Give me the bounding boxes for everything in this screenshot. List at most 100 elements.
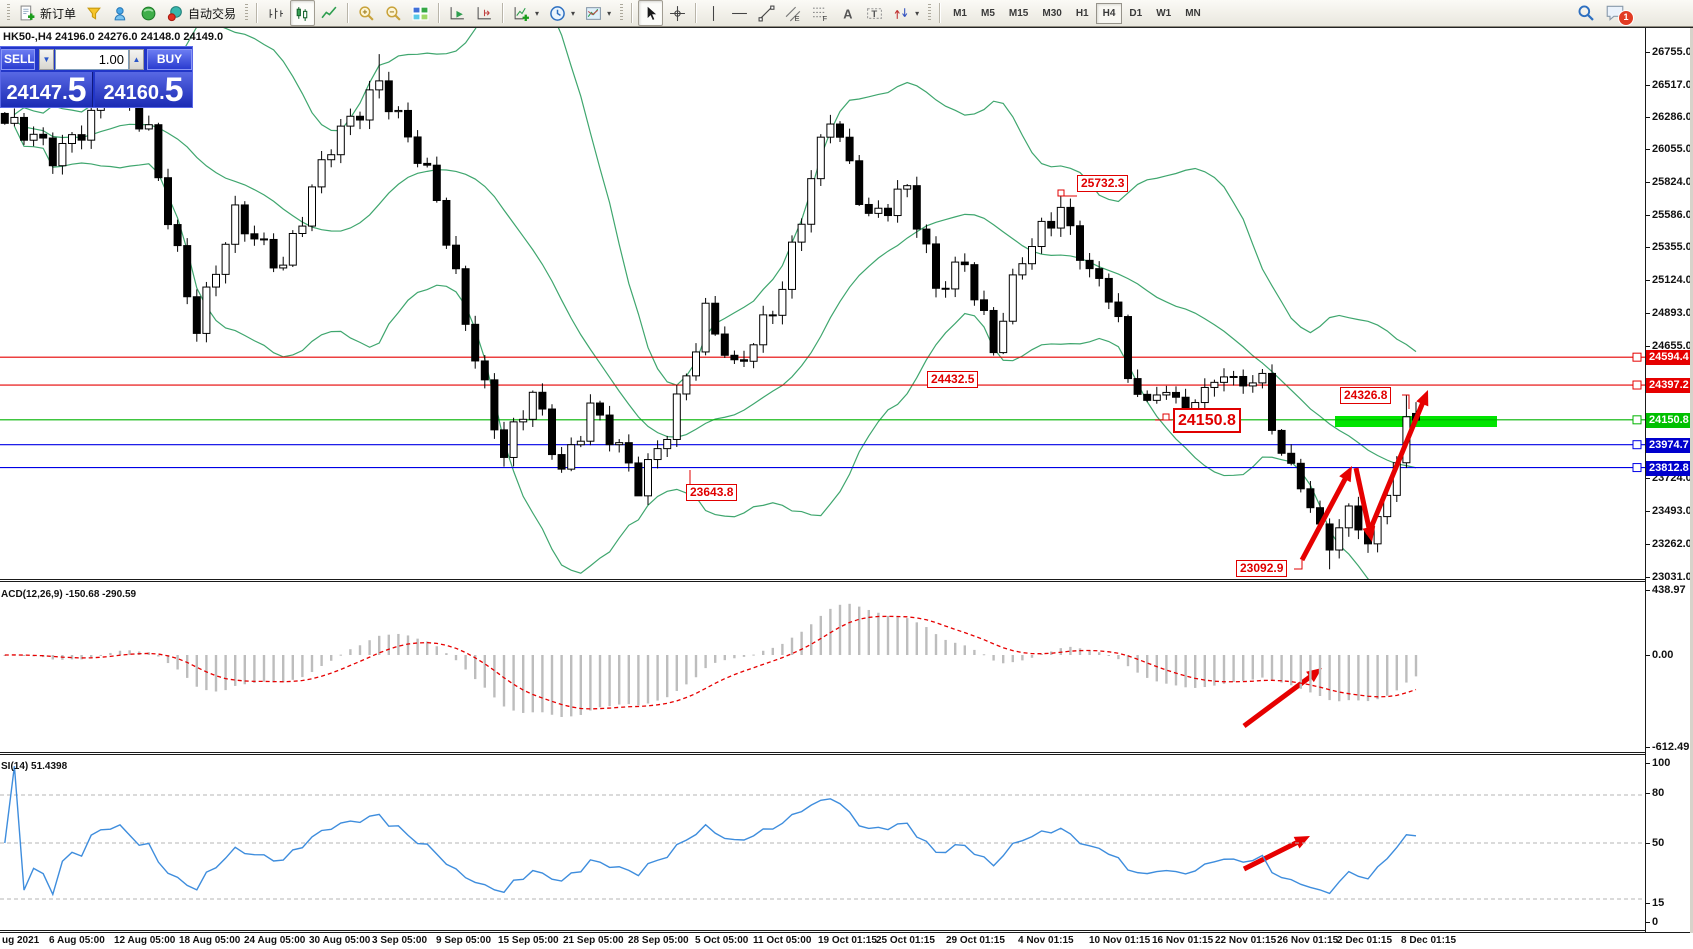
auto-trading-button[interactable]: 自动交易 [163, 0, 240, 26]
search-button[interactable] [1573, 0, 1599, 26]
rsi-panel[interactable] [0, 756, 1645, 930]
buy-button[interactable]: BUY [147, 49, 192, 70]
trend-arrow[interactable] [1365, 397, 1427, 536]
price-annotation[interactable]: 23092.9 [1236, 560, 1288, 577]
vertical-line-button[interactable] [702, 0, 725, 26]
annotation-anchor[interactable] [1057, 189, 1065, 197]
macd-histogram-bar [474, 655, 477, 680]
price-annotation[interactable]: 24326.8 [1340, 387, 1392, 404]
toolbar-grip[interactable] [245, 4, 249, 22]
macd-histogram-bar [973, 649, 976, 655]
arrows-button[interactable]: ▾ [889, 0, 923, 26]
toolbar-separator [502, 3, 505, 23]
candle-body [980, 299, 988, 311]
price-annotation[interactable]: 25732.3 [1077, 175, 1129, 192]
toolbar-grip[interactable] [620, 4, 624, 22]
fibonacci-button[interactable]: F [808, 0, 833, 26]
trendline-button[interactable] [754, 0, 779, 26]
zoom-in-button[interactable] [354, 0, 379, 26]
trend-arrow[interactable] [1353, 467, 1373, 534]
toolbar: 新订单 自动交易 ▾ ▾ ▾ E F A T ▾ [0, 0, 1693, 27]
timeframe-m1[interactable]: M1 [953, 7, 967, 19]
timeframe-mn[interactable]: MN [1185, 7, 1201, 19]
timeframe-m15[interactable]: M15 [1008, 7, 1029, 19]
tile-windows-button[interactable] [408, 0, 433, 26]
candlestick-chart-button[interactable] [290, 0, 316, 26]
macd-histogram-bar [1222, 655, 1226, 684]
zoom-out-button[interactable] [381, 0, 406, 26]
chart-shift-button[interactable] [472, 0, 497, 26]
candle-body [1344, 505, 1353, 529]
macd-panel[interactable] [0, 583, 1645, 752]
timeframe-w1[interactable]: W1 [1156, 7, 1172, 19]
template-button[interactable]: ▾ [581, 0, 615, 26]
crosshair-button[interactable] [665, 0, 690, 26]
price-annotation[interactable]: 23643.8 [686, 484, 738, 501]
add-indicator-button[interactable]: ▾ [509, 0, 543, 26]
signals-icon [140, 5, 157, 22]
signals-button[interactable] [136, 0, 161, 26]
macd-histogram-bar [1069, 646, 1072, 655]
toolbar-grip[interactable] [928, 4, 932, 22]
sell-price-button[interactable]: 24147. 5 [1, 72, 93, 107]
candle-body [1152, 394, 1161, 401]
timeframe-d1[interactable]: D1 [1129, 7, 1143, 19]
new-order-button[interactable]: 新订单 [15, 0, 80, 26]
tile-windows-icon [412, 5, 429, 22]
volume-down-button[interactable]: ▼ [39, 49, 54, 70]
sell-button[interactable]: SELL [1, 49, 35, 70]
line-endpoint-marker[interactable] [1632, 352, 1642, 362]
trend-arrow-head[interactable] [1293, 836, 1310, 849]
trend-arrow[interactable] [1299, 472, 1350, 562]
auto-scroll-button[interactable] [445, 0, 470, 26]
trend-arrow-head[interactable] [1339, 466, 1352, 483]
sell-price: 24147 [6, 82, 63, 104]
candle-body [39, 133, 48, 139]
svg-text:A: A [843, 6, 852, 21]
line-endpoint-marker[interactable] [1632, 415, 1642, 425]
candle-body [692, 351, 700, 377]
timeframe-h1[interactable]: H1 [1075, 7, 1089, 19]
volume-up-button[interactable]: ▲ [129, 49, 144, 70]
zoom-out-icon [385, 5, 402, 22]
annotation-anchor[interactable] [1162, 413, 1170, 421]
buy-price-button[interactable]: 24160. 5 [95, 72, 192, 107]
community-button[interactable] [109, 0, 134, 26]
price-tag: 23812.8 [1646, 461, 1691, 476]
styler-icon [86, 5, 103, 22]
bar-chart-button[interactable] [263, 0, 288, 26]
toolbar-grip[interactable] [7, 4, 10, 22]
chat-button[interactable]: 1 [1601, 0, 1634, 26]
candle-body [77, 134, 86, 141]
panel-separator[interactable] [0, 579, 1645, 582]
timeframe-h4[interactable]: H4 [1095, 2, 1123, 24]
volume-input[interactable] [55, 49, 129, 70]
cursor-button[interactable] [638, 0, 664, 26]
price-axis[interactable]: 26755.0 26517.0 26286.0 26055.0 25824.0 25586… [1645, 28, 1692, 932]
macd-histogram-bar [70, 655, 74, 660]
horizontal-line-button[interactable] [727, 0, 752, 26]
line-endpoint-marker[interactable] [1632, 380, 1642, 390]
text-button[interactable]: A [835, 0, 860, 26]
period-button[interactable]: ▾ [545, 0, 579, 26]
trend-arrow[interactable] [1242, 837, 1304, 872]
line-endpoint-marker[interactable] [1632, 440, 1642, 450]
timeframe-m5[interactable]: M5 [981, 7, 995, 19]
main-chart-canvas[interactable] [0, 28, 1645, 579]
price-annotation[interactable]: 24150.8 [1173, 408, 1241, 433]
macd-histogram-bar [838, 604, 842, 655]
trend-arrow[interactable] [1242, 671, 1317, 729]
price-axis-tick: 25586.0 [1646, 209, 1692, 221]
time-axis[interactable]: ug 2021 6 Aug 05:00 12 Aug 05:00 18 Aug 05:… [0, 933, 1693, 949]
macd-histogram-bar [685, 655, 688, 685]
styler-button[interactable] [82, 0, 107, 26]
svg-text:T: T [871, 9, 877, 20]
line-endpoint-marker[interactable] [1632, 463, 1642, 473]
channel-button[interactable]: E [781, 0, 806, 26]
panel-separator[interactable] [0, 752, 1645, 755]
line-chart-button[interactable] [317, 0, 342, 26]
price-annotation[interactable]: 24432.5 [927, 371, 979, 388]
label-button[interactable]: T [862, 0, 887, 26]
trend-arrow-head[interactable] [1416, 390, 1429, 407]
timeframe-m30[interactable]: M30 [1042, 7, 1062, 19]
